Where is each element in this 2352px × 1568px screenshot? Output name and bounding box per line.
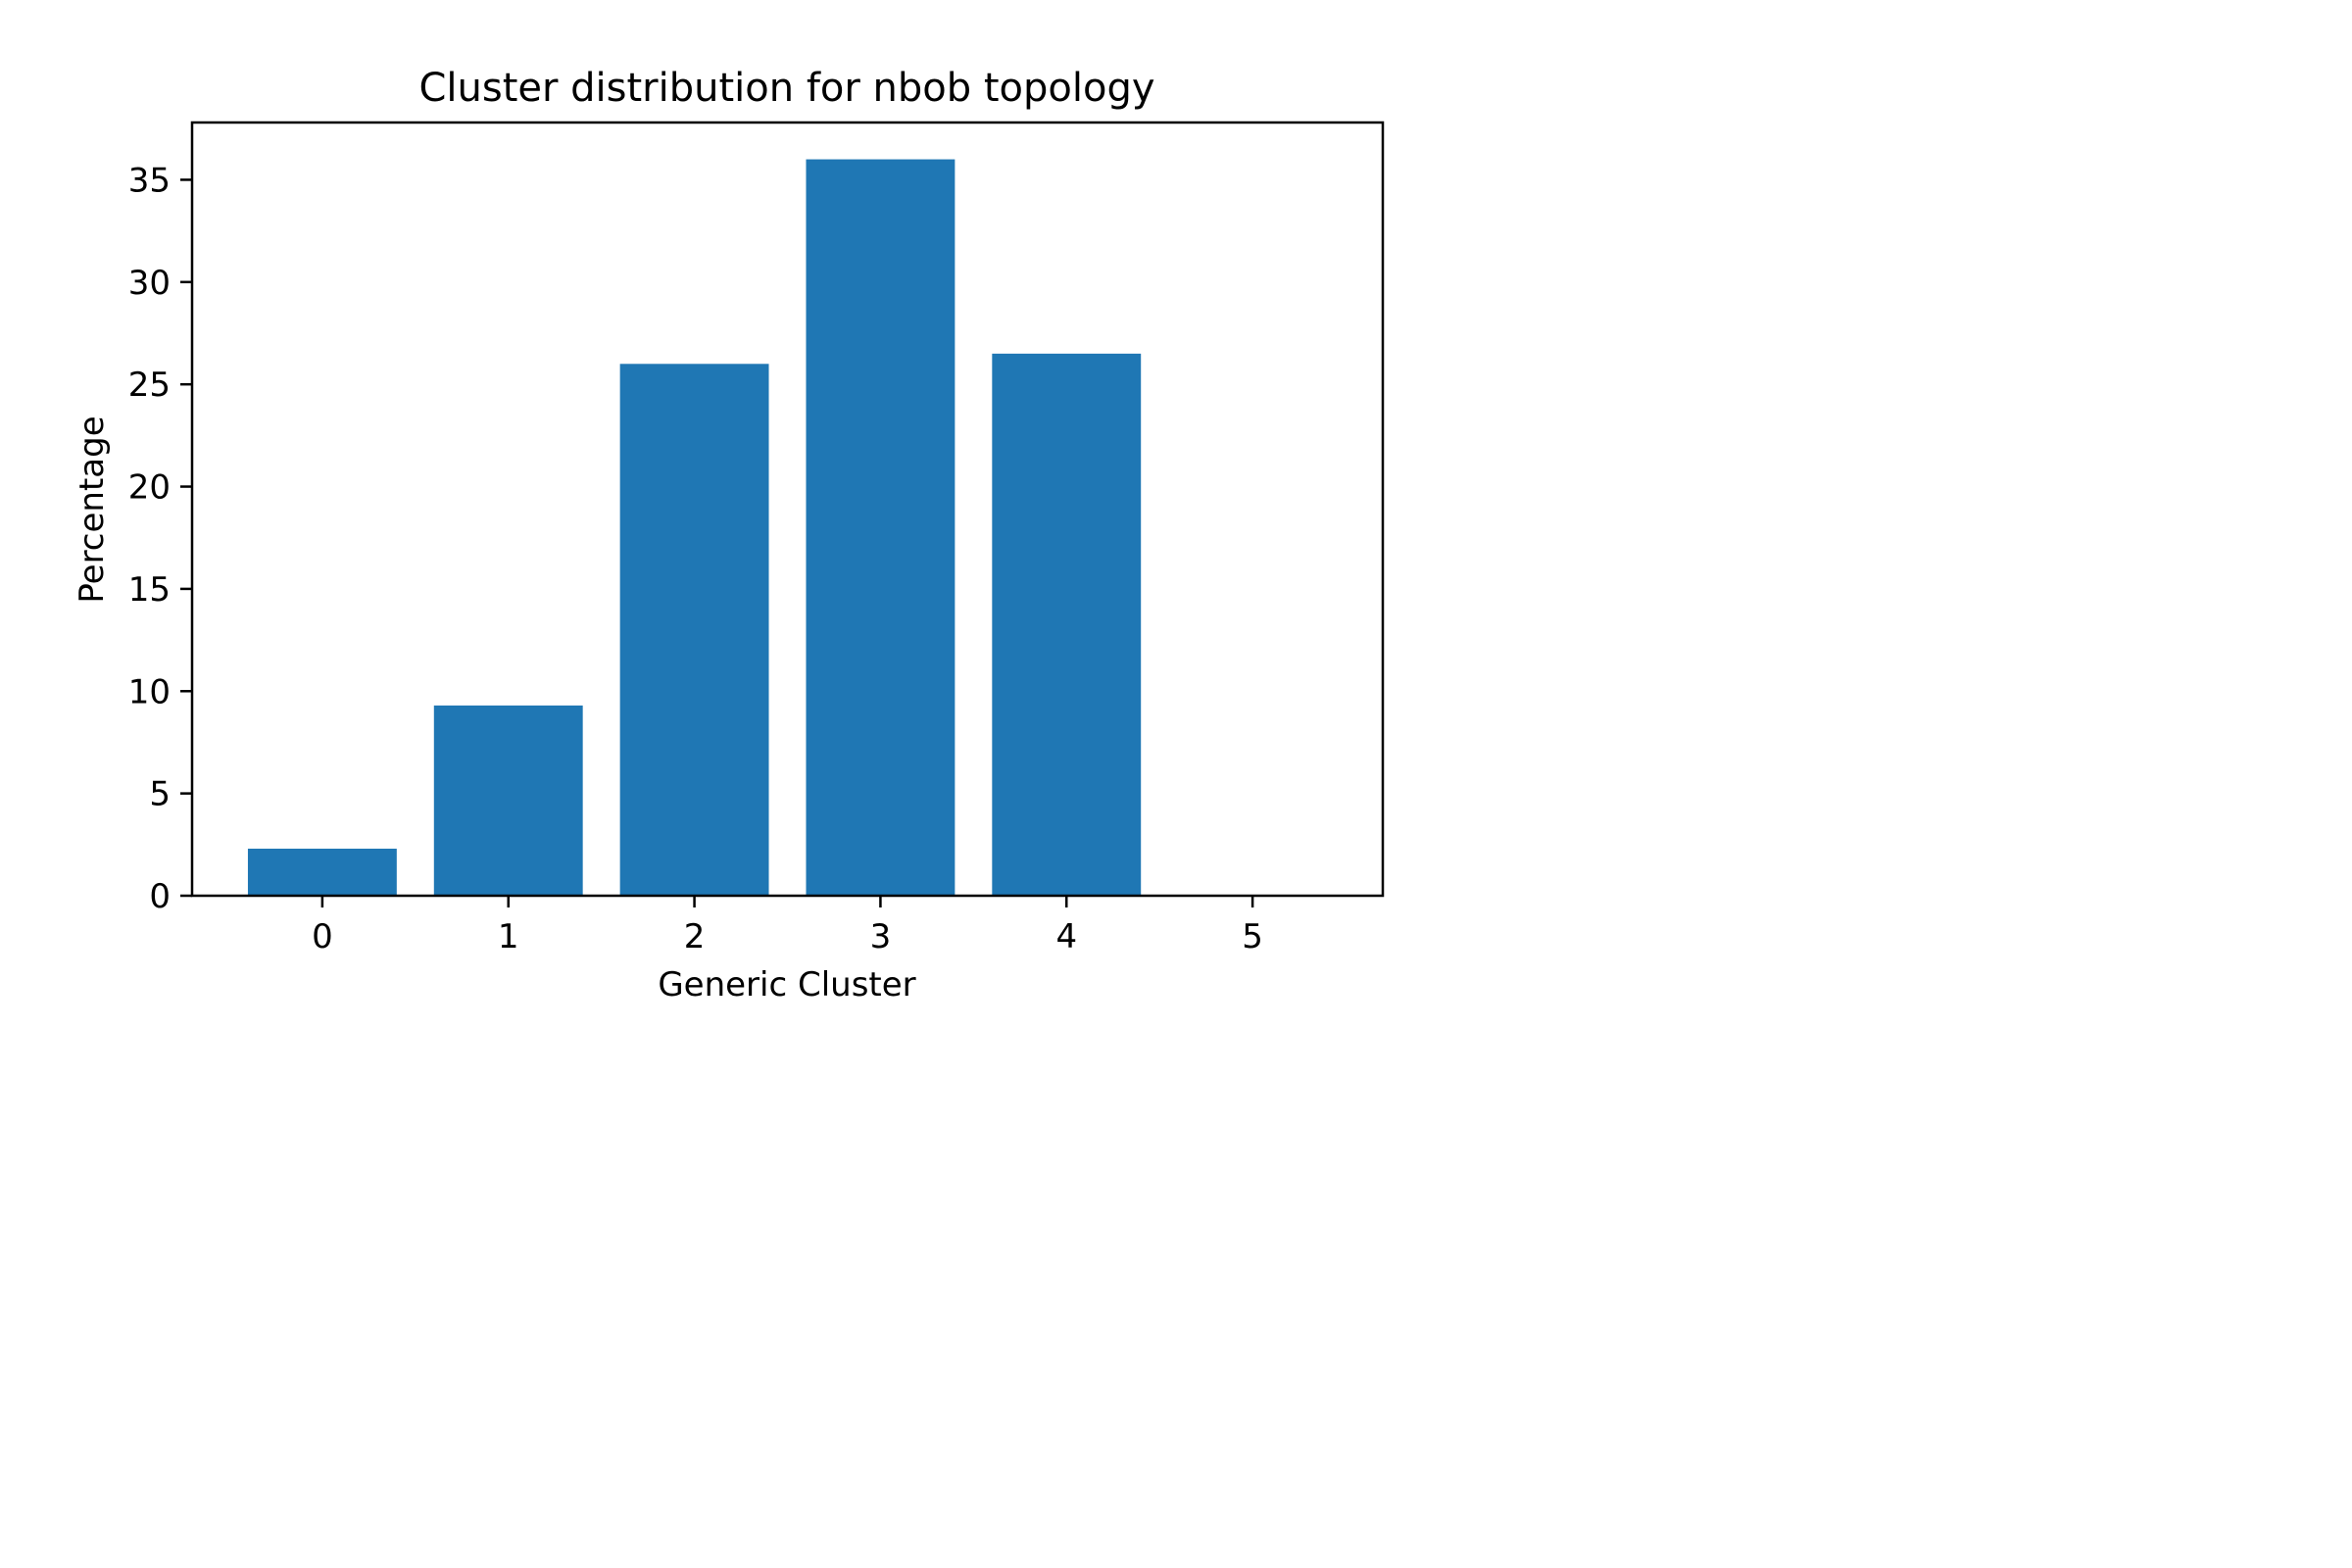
x-tick-label: 0 bbox=[312, 917, 333, 956]
y-tick-label: 35 bbox=[128, 161, 171, 200]
bar-cluster-1 bbox=[433, 705, 583, 896]
y-tick-label: 30 bbox=[128, 264, 171, 303]
x-tick-label: 2 bbox=[684, 917, 706, 956]
x-tick-label: 1 bbox=[498, 917, 519, 956]
y-tick-label: 25 bbox=[128, 366, 171, 405]
plot-area-frame bbox=[190, 121, 1385, 898]
y-tick-label: 5 bbox=[149, 775, 171, 814]
x-tick-label: 3 bbox=[870, 917, 892, 956]
y-tick-label: 0 bbox=[149, 877, 171, 916]
x-tick-label: 5 bbox=[1242, 917, 1263, 956]
bar-cluster-2 bbox=[619, 364, 769, 896]
x-axis: 0 1 2 3 4 5 bbox=[312, 896, 1263, 956]
chart-title: Cluster distribution for nbob topology bbox=[418, 66, 1154, 111]
y-axis-label: Percentage bbox=[73, 416, 112, 603]
y-tick-label: 15 bbox=[128, 570, 171, 610]
bars-group bbox=[247, 159, 1142, 897]
bar-cluster-0 bbox=[247, 848, 397, 896]
y-tick-label: 20 bbox=[128, 468, 171, 508]
x-tick-label: 4 bbox=[1055, 917, 1077, 956]
y-tick-label: 10 bbox=[128, 672, 171, 711]
bar-cluster-3 bbox=[806, 159, 956, 897]
bar-cluster-4 bbox=[992, 353, 1142, 896]
y-axis: 0 5 10 15 20 25 30 35 bbox=[128, 161, 192, 916]
bar-chart: Cluster distribution for nbob topology 0… bbox=[73, 66, 1385, 1004]
x-axis-label: Generic Cluster bbox=[658, 965, 915, 1004]
